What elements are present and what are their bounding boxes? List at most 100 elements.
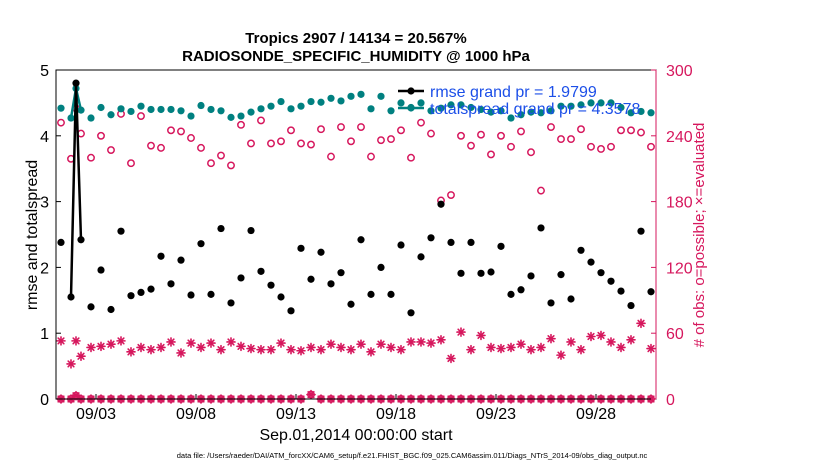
obs-evaluated-asterisk	[476, 330, 486, 341]
obs-evaluated-asterisk	[616, 342, 626, 353]
obs-possible-circle	[257, 116, 265, 125]
spread-point	[507, 114, 515, 122]
rmse-point	[377, 263, 385, 271]
obs-evaluated-asterisk-stroke	[177, 349, 185, 357]
spread-point	[107, 111, 115, 119]
rmse-point	[467, 238, 475, 246]
spread-point	[447, 101, 455, 109]
rmse-point	[437, 200, 445, 208]
obs-evaluated-asterisk	[246, 343, 256, 354]
obs-evaluated-asterisk-stroke	[347, 346, 355, 354]
obs-evaluated-asterisk-stroke	[517, 340, 525, 348]
y-tick-label: 3	[40, 195, 49, 212]
spread-point	[497, 107, 505, 115]
obs-possible-circle	[297, 139, 305, 148]
obs-evaluated-asterisk	[536, 342, 546, 353]
obs-evaluated-asterisk	[506, 342, 516, 353]
obs-possible-circle	[337, 123, 345, 131]
spread-point	[587, 99, 595, 107]
spread-point	[327, 94, 335, 102]
obs-possible-circle	[637, 128, 645, 137]
spread-point	[637, 107, 645, 116]
chart-subtitle: RADIOSONDE_SPECIFIC_HUMIDITY @ 1000 hPa	[182, 48, 530, 65]
spread-point	[367, 105, 375, 113]
obs-evaluated-asterisk-stroke	[397, 346, 405, 354]
rmse-point	[237, 274, 245, 282]
rmse-point	[587, 258, 595, 266]
obs-evaluated-asterisk-stroke	[197, 343, 205, 352]
obs-possible-circle	[157, 143, 165, 152]
y-right-tick-label: 120	[666, 260, 693, 277]
rmse-point	[277, 293, 285, 301]
spread-point	[157, 105, 165, 114]
rmse-point	[447, 238, 455, 246]
spread-point	[477, 105, 485, 114]
data-file-footer: data file: /Users/raeder/DAI/ATM_forcXX/…	[177, 451, 648, 460]
legend-spread: totalspread grand pr = 4.3578	[398, 101, 640, 118]
obs-evaluated-asterisk-stroke	[597, 331, 605, 340]
rmse-point	[357, 236, 365, 244]
y-right-tick-label: 240	[666, 129, 693, 146]
spread-point	[257, 105, 265, 113]
obs-evaluated-asterisk-stroke	[367, 348, 375, 356]
rmse-point	[67, 293, 75, 301]
rmse-point	[327, 280, 335, 288]
obs-evaluated-asterisk-stroke	[627, 336, 635, 344]
obs-evaluated-asterisk	[416, 337, 426, 347]
spread-point	[437, 104, 445, 112]
spread-point	[397, 99, 405, 107]
obs-evaluated-asterisk	[516, 339, 526, 349]
rmse-point	[617, 287, 625, 295]
obs-possible-circle	[567, 135, 575, 144]
obs-possible-circle	[57, 118, 65, 127]
spread-point	[607, 99, 615, 107]
obs-evaluated-asterisk-stroke	[587, 332, 595, 341]
spread-point	[277, 97, 285, 106]
rmse-point	[417, 253, 425, 261]
obs-evaluated-asterisk	[466, 344, 476, 355]
obs-evaluated-asterisk-stroke	[617, 343, 625, 352]
obs-evaluated-asterisk-stroke	[527, 346, 535, 354]
rmse-point	[367, 290, 375, 298]
obs-possible-circle	[487, 150, 495, 159]
obs-possible-circle	[207, 159, 215, 168]
obs-possible-circle	[317, 125, 325, 134]
spread-point	[647, 109, 655, 117]
spread-point	[147, 105, 155, 114]
rmse-point	[187, 291, 195, 299]
spread-point	[567, 102, 575, 110]
obs-evaluated-asterisk-stroke	[407, 338, 415, 346]
spread-point	[427, 107, 435, 115]
rmse-point	[547, 299, 555, 307]
rmse-point	[157, 252, 165, 260]
obs-evaluated-asterisk	[386, 342, 396, 353]
obs-possible-circle	[527, 148, 535, 157]
obs-possible-circle	[187, 134, 195, 142]
obs-evaluated-asterisk-stroke	[447, 354, 455, 363]
obs-possible-circle	[617, 126, 625, 135]
obs-possible-circle	[107, 146, 115, 155]
obs-evaluated-asterisk-stroke	[427, 339, 435, 347]
obs-evaluated-asterisk-stroke	[137, 343, 145, 352]
obs-evaluated-asterisk-stroke	[377, 340, 385, 348]
rmse-point	[117, 227, 125, 235]
obs-evaluated-asterisk-stroke	[117, 337, 125, 345]
obs-evaluated-asterisk	[496, 343, 506, 354]
rmse-point	[387, 290, 395, 298]
obs-evaluated-asterisk-stroke	[337, 343, 345, 352]
obs-evaluated-asterisk	[576, 344, 586, 355]
obs-evaluated-asterisk-stroke	[287, 346, 295, 354]
spread-point	[617, 103, 625, 112]
rmse-point	[177, 256, 185, 264]
obs-possible-circle	[407, 153, 415, 162]
rmse-point	[497, 242, 505, 250]
obs-possible-circle	[217, 151, 225, 160]
obs-possible-circle	[517, 127, 525, 136]
obs-evaluated-asterisk	[586, 331, 596, 342]
rmse-point	[207, 290, 215, 298]
obs-evaluated-asterisk	[636, 318, 646, 329]
rmse-point	[637, 227, 645, 235]
obs-evaluated-asterisk-stroke	[147, 346, 155, 354]
obs-possible-circle	[377, 136, 385, 145]
